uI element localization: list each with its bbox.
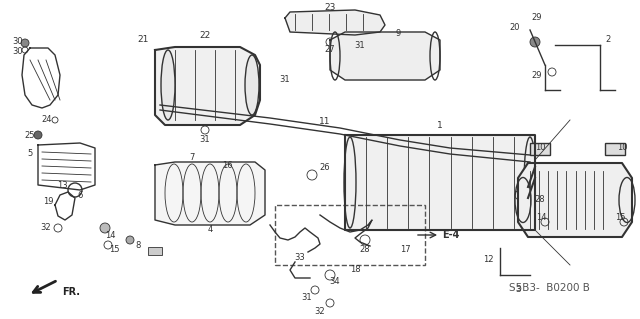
Text: 5: 5 bbox=[28, 149, 33, 158]
Text: FR.: FR. bbox=[62, 287, 80, 297]
Text: 21: 21 bbox=[138, 35, 148, 44]
Text: 17: 17 bbox=[400, 246, 410, 255]
Text: 32: 32 bbox=[315, 307, 325, 315]
Ellipse shape bbox=[245, 55, 259, 115]
Text: 31: 31 bbox=[200, 136, 211, 145]
Text: 6: 6 bbox=[77, 190, 83, 199]
Text: S5B3-  B0200 B: S5B3- B0200 B bbox=[509, 284, 589, 293]
Text: 14: 14 bbox=[105, 231, 115, 240]
Text: 25: 25 bbox=[25, 130, 35, 139]
Polygon shape bbox=[518, 163, 632, 237]
Polygon shape bbox=[155, 162, 265, 225]
Circle shape bbox=[21, 39, 29, 47]
Text: 27: 27 bbox=[324, 46, 335, 55]
Text: 30: 30 bbox=[13, 48, 23, 56]
Text: 28: 28 bbox=[360, 246, 371, 255]
Polygon shape bbox=[330, 32, 440, 80]
Text: 24: 24 bbox=[42, 115, 52, 124]
Circle shape bbox=[390, 40, 400, 50]
Polygon shape bbox=[155, 47, 260, 125]
Text: 22: 22 bbox=[200, 31, 211, 40]
Text: 30: 30 bbox=[13, 38, 23, 47]
Text: 26: 26 bbox=[320, 164, 330, 173]
Bar bbox=[148, 247, 162, 255]
Polygon shape bbox=[345, 135, 535, 230]
Text: 11: 11 bbox=[319, 117, 331, 127]
Text: E-4: E-4 bbox=[442, 230, 460, 240]
Text: 15: 15 bbox=[615, 213, 625, 222]
Text: 31: 31 bbox=[280, 76, 291, 85]
Bar bbox=[275, 205, 425, 265]
Text: 10: 10 bbox=[535, 144, 545, 152]
Text: 13: 13 bbox=[57, 181, 67, 189]
Text: 18: 18 bbox=[349, 265, 360, 275]
Text: 7: 7 bbox=[189, 152, 195, 161]
Text: 1: 1 bbox=[437, 121, 443, 130]
Text: 3: 3 bbox=[515, 286, 521, 294]
Circle shape bbox=[34, 131, 42, 139]
Text: 23: 23 bbox=[324, 4, 336, 12]
Text: 28: 28 bbox=[534, 196, 545, 204]
Text: 14: 14 bbox=[536, 213, 547, 222]
Circle shape bbox=[530, 37, 540, 47]
Text: 12: 12 bbox=[483, 256, 493, 264]
Text: 31: 31 bbox=[301, 293, 312, 302]
Circle shape bbox=[126, 236, 134, 244]
Text: 8: 8 bbox=[135, 241, 141, 249]
Text: 29: 29 bbox=[532, 70, 542, 79]
Circle shape bbox=[100, 223, 110, 233]
Text: 31: 31 bbox=[355, 41, 365, 49]
Text: 33: 33 bbox=[294, 253, 305, 262]
Bar bbox=[605, 143, 625, 155]
Text: 10: 10 bbox=[617, 144, 627, 152]
Text: 2: 2 bbox=[605, 35, 611, 44]
Text: 20: 20 bbox=[509, 24, 520, 33]
Text: 29: 29 bbox=[532, 13, 542, 23]
Text: 19: 19 bbox=[43, 197, 53, 206]
Text: 15: 15 bbox=[109, 246, 119, 255]
Text: 32: 32 bbox=[41, 224, 51, 233]
Bar bbox=[530, 143, 550, 155]
Text: 16: 16 bbox=[221, 160, 232, 169]
Text: 9: 9 bbox=[396, 29, 401, 39]
Text: 4: 4 bbox=[207, 226, 212, 234]
Text: 34: 34 bbox=[330, 278, 340, 286]
Polygon shape bbox=[285, 10, 385, 35]
Ellipse shape bbox=[161, 50, 175, 120]
